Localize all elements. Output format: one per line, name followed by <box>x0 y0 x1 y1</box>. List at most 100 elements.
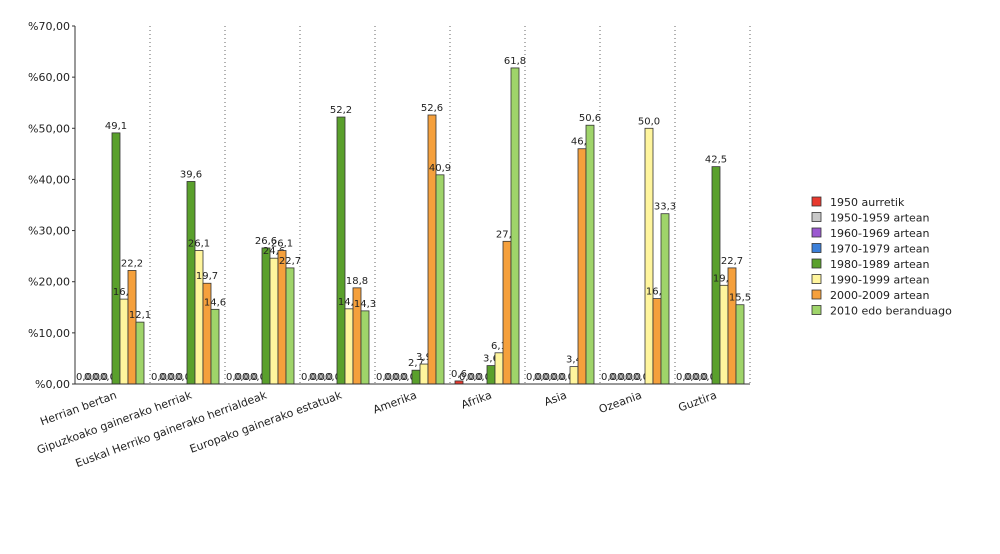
bar <box>727 267 737 385</box>
value-label: 0,0 <box>175 372 191 383</box>
legend-label: 1970-1979 artean <box>830 243 930 256</box>
value-label: 0,0 <box>526 372 542 383</box>
value-label: 50,6 <box>579 113 601 124</box>
bar <box>660 213 670 385</box>
value-label: 24,6 <box>263 246 285 257</box>
bar <box>435 174 445 385</box>
value-label: 16,7 <box>646 287 668 298</box>
value-label: 46,0 <box>571 137 593 148</box>
bar <box>652 298 662 385</box>
bar <box>719 284 729 385</box>
bar <box>585 124 595 385</box>
value-label: 3,6 <box>483 354 499 365</box>
value-label: 0,0 <box>234 372 250 383</box>
value-label: 12,1 <box>129 310 151 321</box>
legend-swatch <box>811 212 822 222</box>
bar <box>277 250 287 385</box>
legend-label: 2010 edo beranduago <box>830 305 952 318</box>
bar <box>186 181 196 385</box>
value-label: 0,0 <box>84 372 100 383</box>
bar <box>644 127 654 385</box>
value-label: 15,5 <box>729 293 751 304</box>
value-label: 0,0 <box>700 372 716 383</box>
y-tick-label: %30,00 <box>28 225 70 238</box>
bar <box>261 247 271 385</box>
y-tick-label: %70,00 <box>28 20 70 33</box>
value-label: 33,3 <box>654 202 676 213</box>
value-label: 39,6 <box>180 169 202 180</box>
legend-swatch <box>811 196 822 207</box>
value-label: 0,0 <box>309 372 325 383</box>
value-label: 0,0 <box>676 372 692 383</box>
legend-label: 2000-2009 artean <box>830 289 930 302</box>
value-label: 52,2 <box>330 105 352 116</box>
y-tick-label: %10,00 <box>28 327 70 340</box>
legend-swatch <box>811 289 822 300</box>
legend-swatch <box>811 274 822 284</box>
bar <box>135 321 145 385</box>
x-tick-label: Ozeania <box>597 389 643 417</box>
value-label: 0,0 <box>384 372 400 383</box>
bar <box>344 308 354 385</box>
legend-label: 1960-1969 artean <box>830 227 930 240</box>
legend-swatch <box>811 227 822 238</box>
value-label: 27,9 <box>496 229 518 240</box>
value-label: 0,0 <box>400 372 416 383</box>
value-label: 0,0 <box>558 372 574 383</box>
value-label: 0,0 <box>242 372 258 383</box>
legend-label: 1990-1999 artean <box>830 274 930 287</box>
value-label: 0,0 <box>317 372 333 383</box>
value-label: 26,1 <box>188 239 210 250</box>
legend-swatch <box>811 258 822 269</box>
bar <box>494 352 504 385</box>
bar <box>419 363 429 385</box>
value-label: 0,0 <box>475 372 491 383</box>
value-label: 0,0 <box>692 372 708 383</box>
value-label: 6,1 <box>491 341 507 352</box>
value-label: 0,0 <box>609 372 625 383</box>
x-tick-label: Amerika <box>371 389 418 417</box>
bar <box>569 366 579 385</box>
bar <box>486 365 496 385</box>
bar <box>360 310 370 385</box>
value-label: 22,2 <box>121 258 143 269</box>
value-label: 0,0 <box>542 372 558 383</box>
bar <box>502 240 512 385</box>
y-tick-label: %50,00 <box>28 122 70 135</box>
value-label: 0,0 <box>325 372 341 383</box>
value-label: 0,0 <box>76 372 92 383</box>
bar <box>427 114 437 385</box>
value-label: 14,3 <box>354 299 376 310</box>
legend-label: 1950 aurretik <box>830 196 905 209</box>
value-label: 0,0 <box>159 372 175 383</box>
bar <box>336 116 346 385</box>
bar <box>127 270 137 385</box>
legend-label: 1980-1989 artean <box>830 258 930 271</box>
value-label: 0,0 <box>376 372 392 383</box>
value-label: 50,0 <box>638 116 660 127</box>
value-label: 0,0 <box>459 372 475 383</box>
x-tick-label: Afrika <box>459 389 493 412</box>
bar <box>119 298 129 385</box>
y-tick-label: %60,00 <box>28 71 70 84</box>
value-label: 0,0 <box>100 372 116 383</box>
value-label: 0,0 <box>601 372 617 383</box>
value-label: 19,3 <box>713 273 735 284</box>
value-label: 52,6 <box>421 103 443 114</box>
value-label: 18,8 <box>346 276 368 287</box>
value-label: 0,0 <box>467 372 483 383</box>
value-label: 0,0 <box>226 372 242 383</box>
bar <box>577 148 587 385</box>
y-tick-label: %20,00 <box>28 276 70 289</box>
value-label: 0,0 <box>151 372 167 383</box>
bar <box>735 304 745 385</box>
value-label: 0,0 <box>617 372 633 383</box>
bar <box>285 267 295 385</box>
bar <box>269 257 279 385</box>
value-label: 0,0 <box>167 372 183 383</box>
bar <box>210 308 220 385</box>
y-tick-label: %0,00 <box>35 378 70 391</box>
value-label: 14,7 <box>338 297 360 308</box>
value-label: 0,0 <box>301 372 317 383</box>
